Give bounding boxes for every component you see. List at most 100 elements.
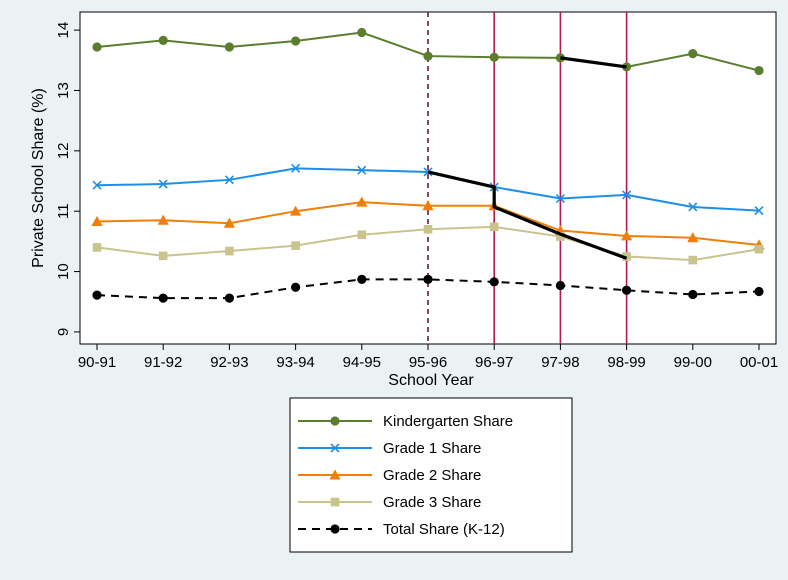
marker-circle <box>489 52 499 62</box>
marker-triangle <box>290 205 302 216</box>
marker-x-stroke <box>291 163 301 173</box>
marker-circle <box>158 293 168 303</box>
marker-square <box>423 225 433 234</box>
highlight-line <box>427 170 628 260</box>
marker-triangle <box>422 200 434 211</box>
marker-square <box>225 246 234 256</box>
x-tick-label: 91-92 <box>144 354 182 371</box>
x-tick-label: 95-96 <box>409 354 447 371</box>
marker-circle <box>754 65 764 76</box>
marker-square <box>92 243 102 252</box>
marker-circle <box>291 36 301 46</box>
marker-circle <box>330 416 340 426</box>
x-tick-label: 90-91 <box>78 354 116 371</box>
marker-circle <box>489 277 499 287</box>
marker-triangle <box>223 217 235 228</box>
x-tick-label: 96-97 <box>475 354 513 371</box>
marker-circle <box>224 42 234 52</box>
y-axis-label: Private School Share (%) <box>30 88 47 268</box>
marker-x <box>357 165 367 175</box>
marker-circle <box>291 282 301 292</box>
marker-square <box>754 244 764 254</box>
x-tick-label: 99-00 <box>674 354 712 371</box>
legend-label: Kindergarten Share <box>383 413 513 430</box>
marker-circle <box>688 49 698 59</box>
marker-circle <box>423 274 433 285</box>
marker-x <box>330 443 340 453</box>
highlight-layer <box>427 56 628 260</box>
marker-circle <box>754 286 764 297</box>
marker-square <box>622 252 631 261</box>
marker-circle <box>555 280 566 291</box>
marker-triangle <box>356 196 368 207</box>
y-tick-label: 10 <box>55 263 72 280</box>
marker-circle <box>158 35 168 45</box>
marker-x <box>224 175 234 185</box>
legend-item: Grade 1 Share <box>298 440 481 457</box>
series-kindergarten-share <box>92 27 764 76</box>
legend-label: Total Share (K-12) <box>383 521 505 538</box>
x-tick-label: 92-93 <box>210 354 248 371</box>
marker-triangle <box>621 230 633 241</box>
marker-square <box>489 222 499 232</box>
legend: Kindergarten Share Grade 1 Share Grade 2 S… <box>298 413 513 538</box>
legend-label: Grade 3 Share <box>383 494 481 511</box>
marker-x <box>688 202 698 212</box>
marker-x <box>622 190 632 200</box>
marker-x <box>754 206 764 216</box>
marker-x <box>158 179 168 189</box>
y-tick-label: 9 <box>55 328 72 336</box>
x-tick-label: 00-01 <box>740 354 778 371</box>
x-tick-label: 93-94 <box>276 354 314 371</box>
marker-triangle <box>329 469 341 480</box>
x-tick-label: 94-95 <box>343 354 381 371</box>
y-tick-label: 13 <box>55 82 72 99</box>
legend-item: Total Share (K-12) <box>298 521 505 538</box>
marker-square <box>688 255 698 265</box>
series-grade-2-share <box>91 196 765 250</box>
marker-square <box>330 497 340 507</box>
x-tick-label: 98-99 <box>607 354 645 371</box>
legend-item: Grade 3 Share <box>298 494 481 511</box>
marker-x-stroke <box>330 443 340 453</box>
x-axis: 90-91 91-92 92-93 93-94 94-95 95-96 96-97 97-98… <box>78 344 778 371</box>
x-tick-label: 97-98 <box>541 354 579 371</box>
legend-item: Grade 2 Share <box>298 467 481 484</box>
marker-x <box>291 163 301 173</box>
highlight-line <box>560 56 627 69</box>
series-line <box>96 278 760 300</box>
marker-triangle <box>157 214 169 225</box>
x-axis-label: School Year <box>388 372 474 389</box>
marker-circle <box>357 274 367 285</box>
marker-x-stroke <box>622 190 632 200</box>
marker-x-stroke <box>92 180 102 190</box>
series-total-share-k-12 <box>92 274 764 303</box>
legend-label: Grade 1 Share <box>383 440 481 457</box>
marker-x-stroke <box>688 202 698 212</box>
marker-circle <box>688 289 698 300</box>
marker-x <box>555 193 565 204</box>
marker-circle <box>423 51 433 61</box>
marker-circle <box>330 524 340 534</box>
series-grade-3-share <box>92 222 764 265</box>
marker-circle <box>92 42 102 52</box>
y-axis: 9 10 11 12 13 14 <box>55 22 80 336</box>
series-layer <box>91 27 765 303</box>
marker-circle <box>622 285 632 295</box>
marker-triangle <box>91 215 103 226</box>
marker-x-stroke <box>357 165 367 175</box>
marker-circle <box>92 290 102 300</box>
marker-x-stroke <box>224 175 234 185</box>
y-tick-label: 14 <box>55 22 72 39</box>
marker-square <box>357 230 367 240</box>
marker-circle <box>357 27 367 38</box>
marker-triangle <box>687 232 699 243</box>
marker-x <box>92 180 102 190</box>
marker-x-stroke <box>754 206 764 216</box>
marker-square <box>291 241 300 250</box>
marker-x-stroke <box>158 179 168 189</box>
legend-label: Grade 2 Share <box>383 467 481 484</box>
y-tick-label: 12 <box>55 142 72 159</box>
legend-item: Kindergarten Share <box>298 413 513 430</box>
